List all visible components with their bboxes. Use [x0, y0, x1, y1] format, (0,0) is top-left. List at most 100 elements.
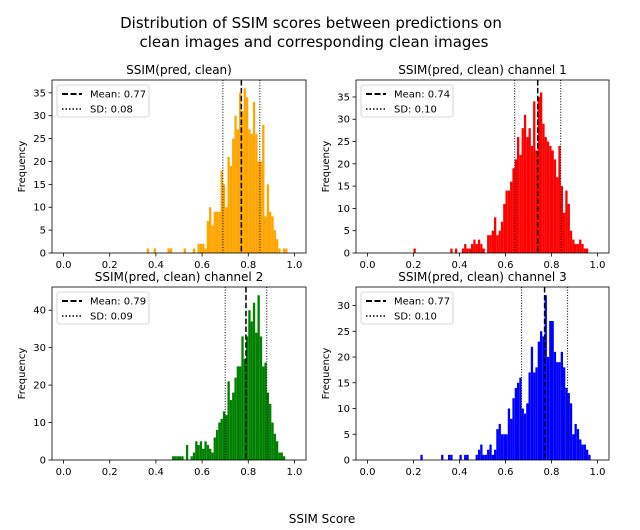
histogram-bar	[269, 211, 272, 253]
histogram-bar	[528, 372, 531, 460]
histogram-bar	[255, 332, 258, 460]
histogram-bar	[503, 434, 506, 460]
histogram-bar	[521, 408, 524, 460]
histogram-bar	[259, 161, 263, 253]
histogram-bar	[271, 422, 274, 460]
histogram-bar	[487, 235, 490, 253]
x-tick-label: 0.6	[194, 260, 210, 271]
y-tick-label: 10	[337, 404, 350, 415]
histogram-bar	[494, 449, 497, 460]
histogram-bar	[480, 444, 483, 460]
histogram-bar	[553, 351, 557, 460]
histogram-bar	[209, 448, 212, 460]
histogram-bar	[549, 320, 552, 460]
histogram-bar	[514, 159, 517, 253]
histogram-bar	[243, 88, 246, 253]
x-tick-label: 0.2	[102, 260, 118, 271]
histogram-bar	[549, 145, 552, 253]
histogram-bar	[239, 92, 242, 253]
y-tick-label: 40	[33, 306, 46, 317]
histogram-bar	[248, 129, 251, 253]
histogram-bar	[505, 434, 508, 460]
y-tick-label: 15	[337, 378, 350, 389]
legend-sd-label: SD: 0.10	[394, 312, 437, 323]
histogram-bar	[519, 154, 522, 253]
histogram-bar	[553, 159, 557, 253]
y-tick-label: 20	[337, 353, 350, 364]
figure-title-line-1: Distribution of SSIM scores between pred…	[120, 14, 502, 32]
histogram-bar	[526, 403, 529, 460]
y-tick-label: 15	[33, 180, 46, 191]
histogram-bar	[192, 452, 196, 460]
legend-sd-label: SD: 0.10	[394, 105, 437, 116]
y-tick-label: 30	[33, 343, 46, 354]
histogram-bar	[521, 128, 524, 253]
histogram-bar	[537, 341, 540, 460]
histogram-bar	[264, 216, 267, 253]
histogram-bar	[503, 203, 506, 253]
histogram-bar	[185, 445, 189, 460]
histogram-bar	[183, 248, 186, 253]
histogram-bar	[222, 411, 226, 460]
histogram-bar	[220, 170, 223, 253]
histogram-bar	[252, 101, 256, 253]
histogram-bar	[567, 203, 570, 253]
histogram-bar	[466, 248, 469, 253]
legend-sd-label: SD: 0.09	[90, 312, 133, 323]
histogram-bar	[250, 134, 253, 253]
histogram-bar	[565, 387, 568, 460]
histogram-bar	[232, 392, 235, 460]
histogram-bars	[172, 295, 286, 460]
histogram-bar	[523, 413, 527, 460]
histogram-bar	[542, 336, 545, 460]
y-tick-label: 0	[40, 249, 46, 260]
histogram-bar	[586, 248, 589, 253]
y-axis-label: Frequency	[17, 141, 28, 193]
histogram-bar	[544, 137, 547, 253]
x-tick-label: 0.0	[360, 467, 376, 478]
y-tick-label: 0	[40, 456, 46, 467]
histogram-bar	[517, 382, 520, 460]
y-tick-label: 25	[337, 327, 350, 338]
histogram-bar	[273, 433, 276, 460]
axes-frame	[51, 286, 307, 461]
histogram-bar	[195, 441, 198, 460]
x-tick-label: 0.4	[148, 260, 164, 271]
legend-mean-label: Mean: 0.77	[90, 90, 146, 101]
histogram-bar	[204, 441, 207, 460]
legend: Mean: 0.77 SD: 0.10	[360, 291, 454, 325]
histogram-bar	[218, 211, 221, 253]
x-tick-label: 0.4	[452, 260, 468, 271]
histogram-bar	[441, 454, 444, 460]
histogram-bar	[560, 351, 563, 460]
histogram-bar	[540, 331, 543, 460]
x-tick-label: 1.0	[287, 467, 303, 478]
histogram-bar	[269, 403, 272, 460]
histogram-bar	[535, 150, 538, 253]
y-tick-label: 25	[337, 137, 350, 148]
histogram-bar	[544, 295, 547, 460]
histogram-bar	[239, 366, 242, 460]
histogram-bar	[484, 454, 488, 460]
histogram-bar	[477, 239, 481, 253]
subplot-title: SSIM(pred, clean) channel 1	[398, 63, 566, 77]
histogram-bar	[588, 454, 591, 460]
histogram-bar	[560, 186, 563, 253]
y-tick-label: 10	[33, 203, 46, 214]
legend: Mean: 0.77 SD: 0.08	[56, 84, 150, 118]
histogram-bar	[477, 449, 481, 460]
subplot-title: SSIM(pred, clean)	[126, 63, 232, 77]
histogram-bar	[282, 456, 286, 460]
legend: Mean: 0.79 SD: 0.09	[56, 291, 150, 325]
histogram-bar	[500, 434, 504, 460]
subplot-1: 0.0 0.2 0.4 0.6 0.8 1.0 0 5 10 15 20 25 30 35 SSIM(pre…	[17, 63, 307, 271]
y-tick-label: 5	[40, 226, 46, 237]
y-axis-label: Frequency	[321, 141, 332, 193]
histogram-bar	[567, 393, 570, 460]
histogram-bar	[542, 123, 545, 253]
histogram-bar	[280, 452, 283, 460]
histogram-bar	[507, 190, 511, 253]
legend-mean-label: Mean: 0.74	[394, 90, 450, 101]
histogram-bars	[413, 92, 589, 254]
histogram-bar	[464, 454, 467, 460]
